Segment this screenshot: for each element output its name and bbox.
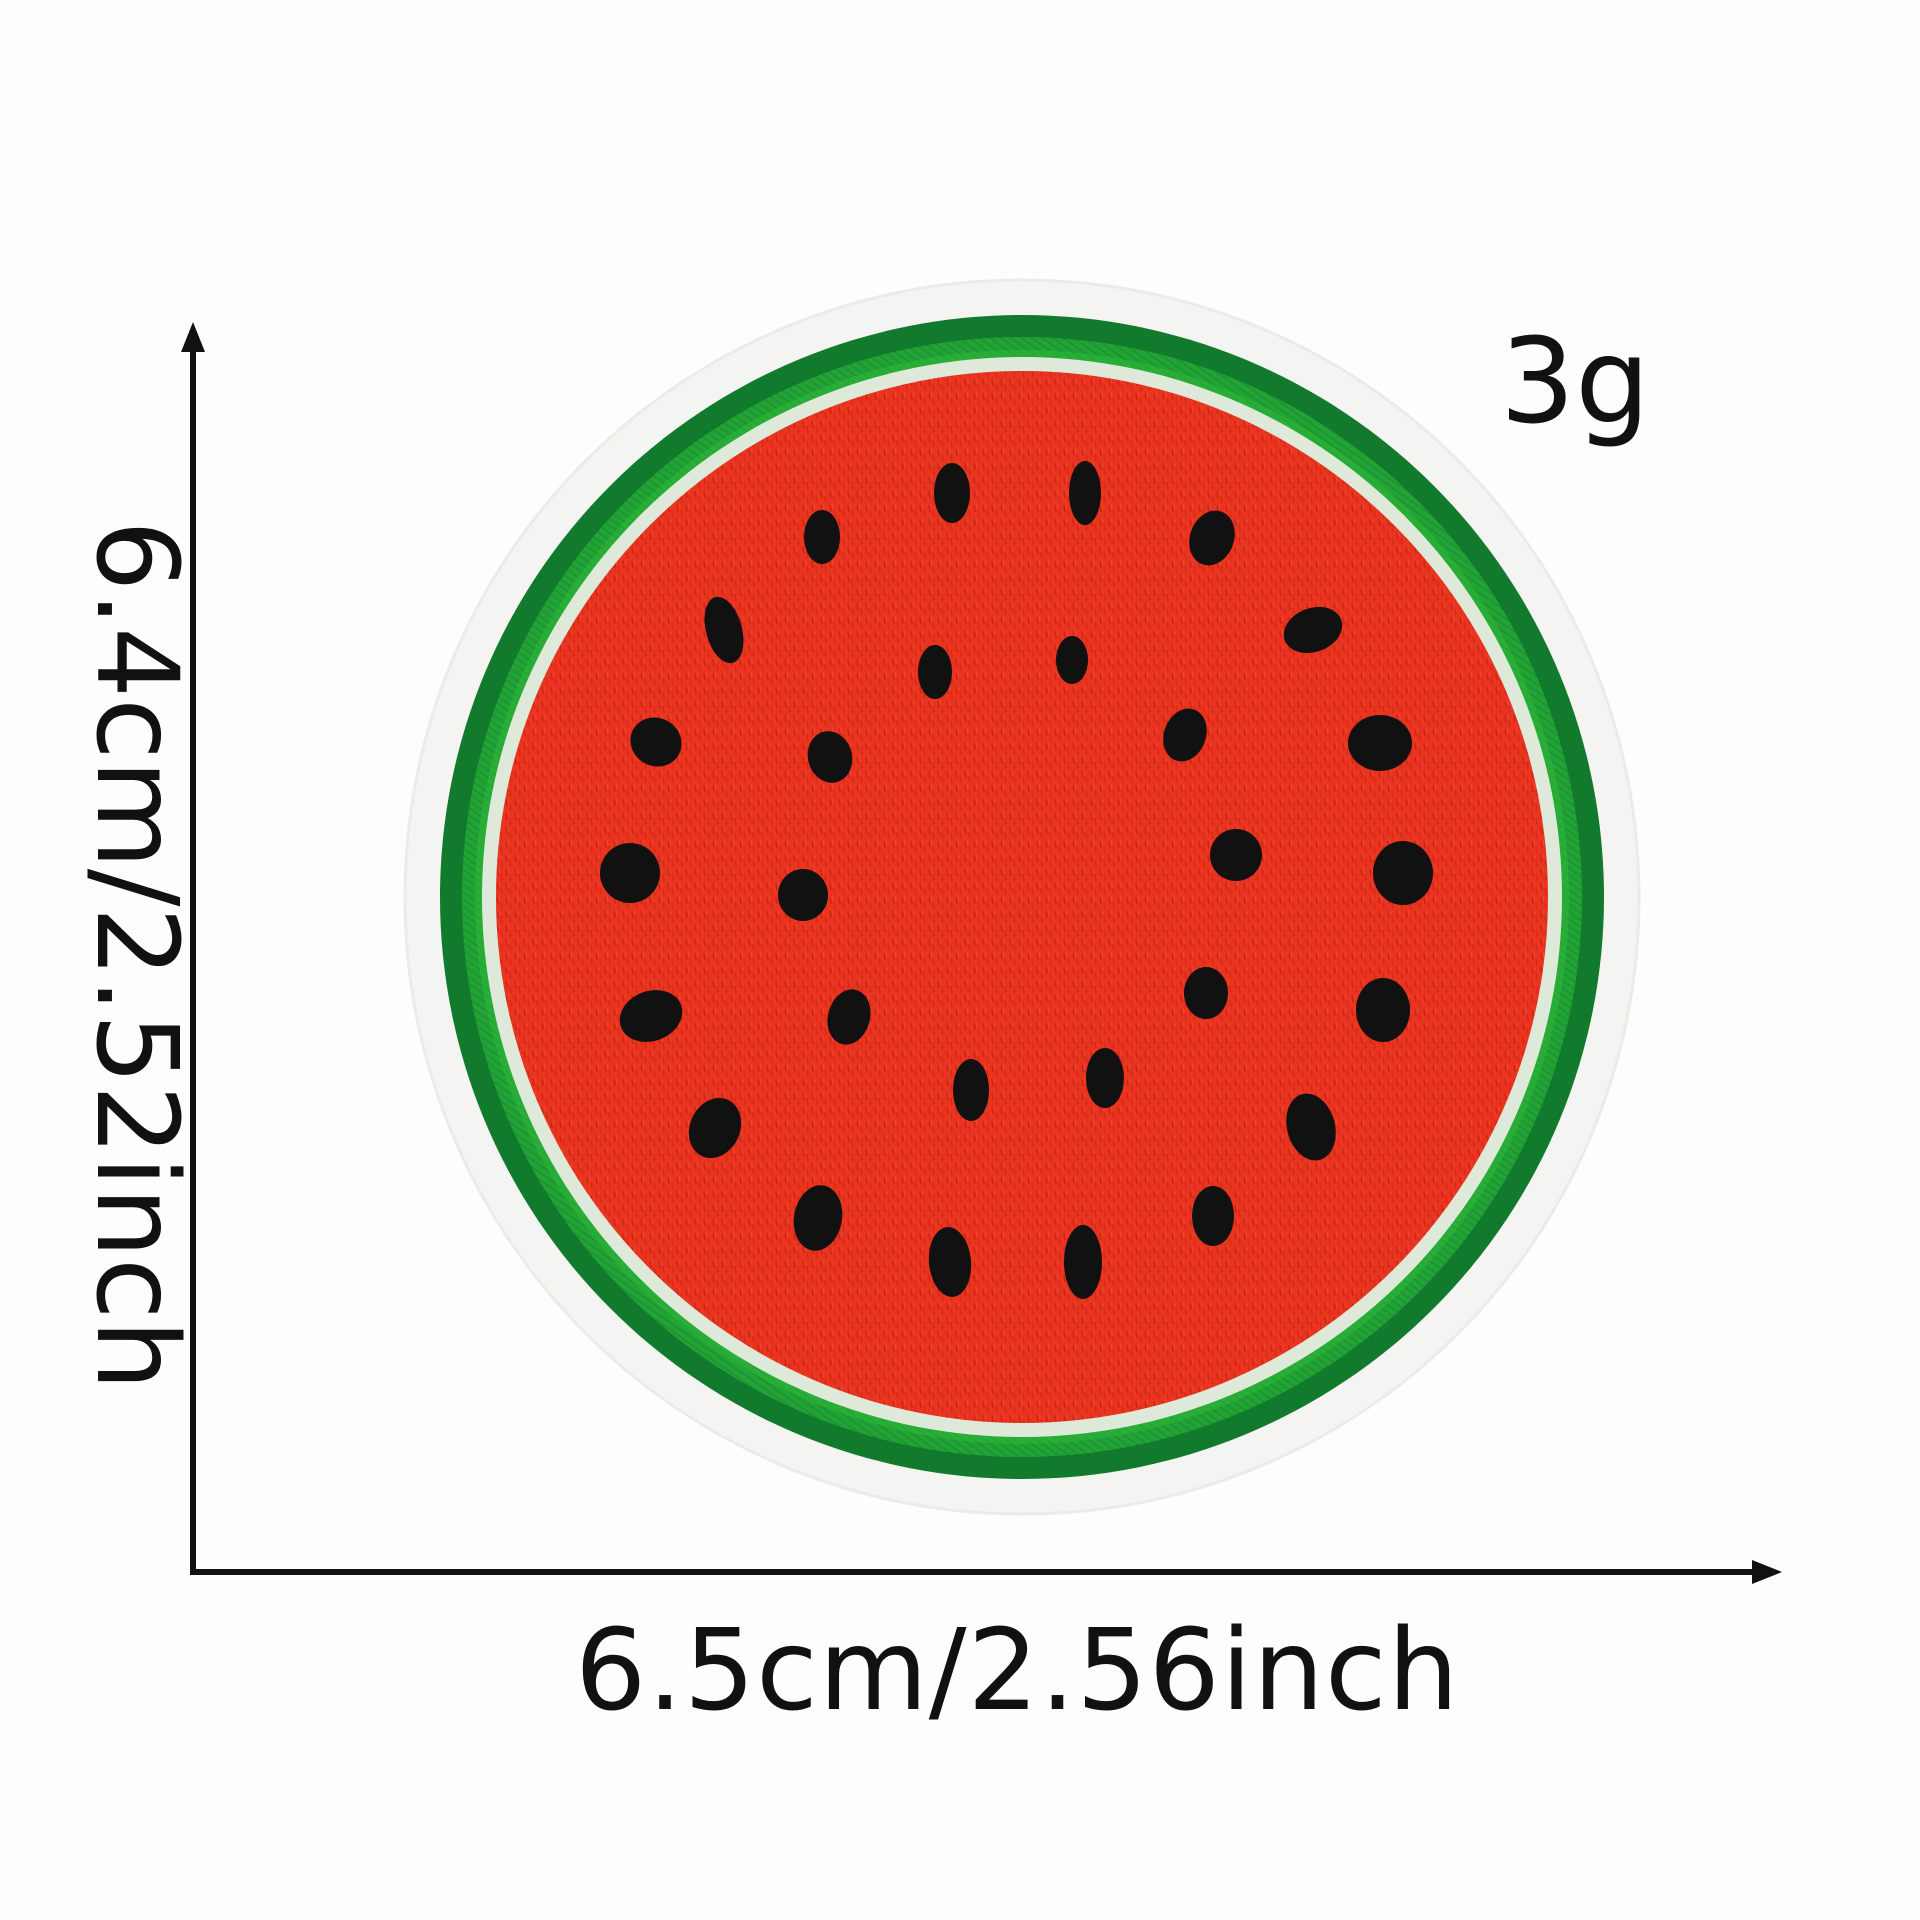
seed	[1086, 1048, 1124, 1108]
width-dimension-label: 6.5cm/2.56inch	[575, 1606, 1460, 1736]
seed	[807, 731, 853, 783]
seed	[934, 463, 970, 523]
seed	[1069, 461, 1101, 525]
seed	[1348, 715, 1412, 771]
seed	[1064, 1225, 1102, 1299]
seed	[619, 990, 683, 1042]
weight-label: 3g	[1500, 312, 1650, 450]
height-dimension-label: 6.4cm/2.52inch	[71, 520, 201, 1391]
seed	[600, 843, 660, 903]
seed	[918, 645, 952, 699]
seed	[1184, 967, 1228, 1019]
seed	[827, 989, 871, 1045]
seed	[928, 1227, 972, 1297]
seed	[1163, 708, 1207, 762]
seed	[1356, 978, 1410, 1042]
width-arrow	[190, 1560, 1782, 1584]
seed	[1373, 841, 1433, 905]
seed	[778, 869, 828, 921]
seed	[704, 596, 744, 664]
seed	[953, 1059, 989, 1121]
seed	[1189, 510, 1235, 566]
seed	[1210, 829, 1262, 881]
seeds	[600, 461, 1433, 1299]
seed	[793, 1185, 843, 1251]
seed	[1056, 636, 1088, 684]
height-arrow	[181, 322, 205, 1572]
seed	[688, 1097, 742, 1159]
seed	[1283, 606, 1343, 654]
seed	[804, 510, 840, 564]
seed	[1192, 1186, 1234, 1246]
seed	[630, 717, 682, 767]
seed	[1286, 1093, 1336, 1161]
